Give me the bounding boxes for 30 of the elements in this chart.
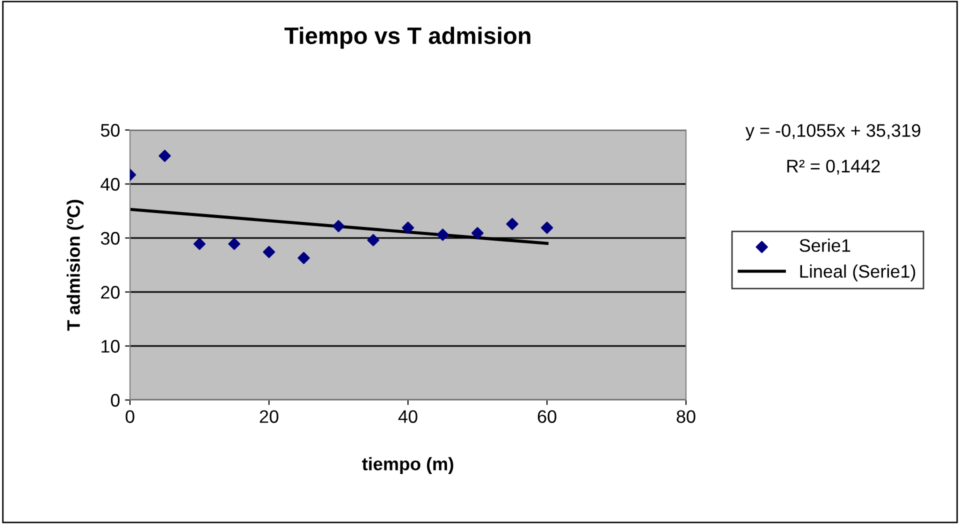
y-tick-label: 10 <box>102 340 120 353</box>
y-tick-label: 0 <box>110 394 120 407</box>
point <box>158 150 171 162</box>
point <box>471 227 484 240</box>
x-tick-label: 40 <box>398 410 418 423</box>
point <box>298 252 310 264</box>
y-axis-title: T admision (ºC) <box>66 200 84 331</box>
text: R² = 0,1442 <box>787 160 880 175</box>
x-tick-label: 0 <box>126 410 134 423</box>
point <box>228 238 240 250</box>
point <box>262 246 276 258</box>
point <box>402 222 414 234</box>
point <box>540 222 554 234</box>
y-tick-label: 40 <box>100 178 120 191</box>
point <box>367 234 380 246</box>
x-tick-label: 60 <box>538 410 556 423</box>
point <box>436 228 449 241</box>
y-tick-label: 50 <box>100 124 120 137</box>
x-tick-label: 80 <box>676 410 696 423</box>
legend-label: Serie1 <box>800 238 850 252</box>
x-axis-title: tiempo (m) <box>362 457 454 474</box>
point <box>332 220 345 232</box>
text: y = -0,1055x + 35,319 <box>745 124 920 140</box>
legend-label: Lineal (Serie1) <box>800 264 916 282</box>
chart-title: Tiempo vs T admision <box>284 26 530 49</box>
x-tick-label: 20 <box>260 410 278 423</box>
point <box>193 238 206 250</box>
point <box>506 218 518 230</box>
y-tick-label: 30 <box>100 232 120 245</box>
y-tick-label: 20 <box>101 286 120 299</box>
